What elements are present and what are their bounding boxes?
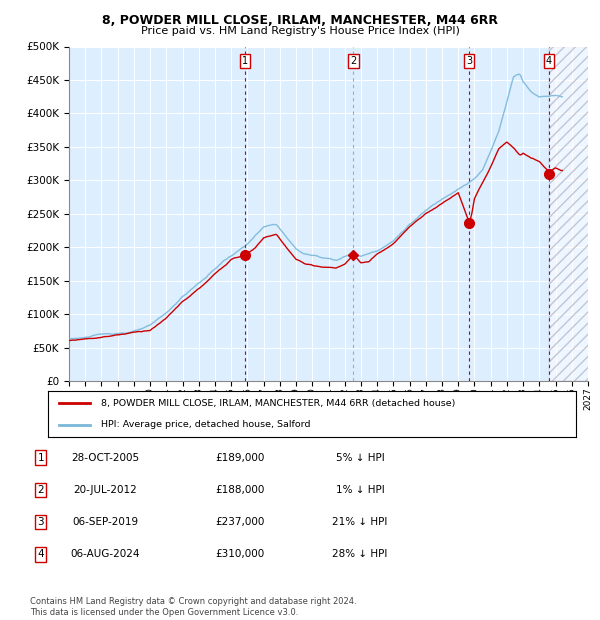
Text: Contains HM Land Registry data © Crown copyright and database right 2024.
This d: Contains HM Land Registry data © Crown c… (30, 598, 356, 617)
Text: 3: 3 (37, 517, 44, 527)
Text: 06-AUG-2024: 06-AUG-2024 (70, 549, 140, 559)
Text: 1: 1 (37, 453, 44, 463)
Text: 28% ↓ HPI: 28% ↓ HPI (332, 549, 388, 559)
Text: 8, POWDER MILL CLOSE, IRLAM, MANCHESTER, M44 6RR (detached house): 8, POWDER MILL CLOSE, IRLAM, MANCHESTER,… (101, 399, 455, 408)
Text: 3: 3 (466, 56, 472, 66)
Text: HPI: Average price, detached house, Salford: HPI: Average price, detached house, Salf… (101, 420, 310, 429)
Text: £189,000: £189,000 (215, 453, 265, 463)
Text: 4: 4 (545, 56, 552, 66)
Bar (549, 46, 596, 381)
Text: 28-OCT-2005: 28-OCT-2005 (71, 453, 139, 463)
Text: £310,000: £310,000 (215, 549, 265, 559)
Text: 2: 2 (350, 56, 356, 66)
Text: £188,000: £188,000 (215, 485, 265, 495)
Text: Price paid vs. HM Land Registry's House Price Index (HPI): Price paid vs. HM Land Registry's House … (140, 26, 460, 36)
Text: 5% ↓ HPI: 5% ↓ HPI (335, 453, 385, 463)
Text: 1: 1 (242, 56, 248, 66)
Text: £237,000: £237,000 (215, 517, 265, 527)
Text: 2: 2 (37, 485, 44, 495)
Text: 20-JUL-2012: 20-JUL-2012 (73, 485, 137, 495)
Text: 1% ↓ HPI: 1% ↓ HPI (335, 485, 385, 495)
Text: 4: 4 (37, 549, 44, 559)
Text: 06-SEP-2019: 06-SEP-2019 (72, 517, 138, 527)
Bar (549, 46, 596, 381)
Text: 8, POWDER MILL CLOSE, IRLAM, MANCHESTER, M44 6RR: 8, POWDER MILL CLOSE, IRLAM, MANCHESTER,… (102, 14, 498, 27)
Text: 21% ↓ HPI: 21% ↓ HPI (332, 517, 388, 527)
